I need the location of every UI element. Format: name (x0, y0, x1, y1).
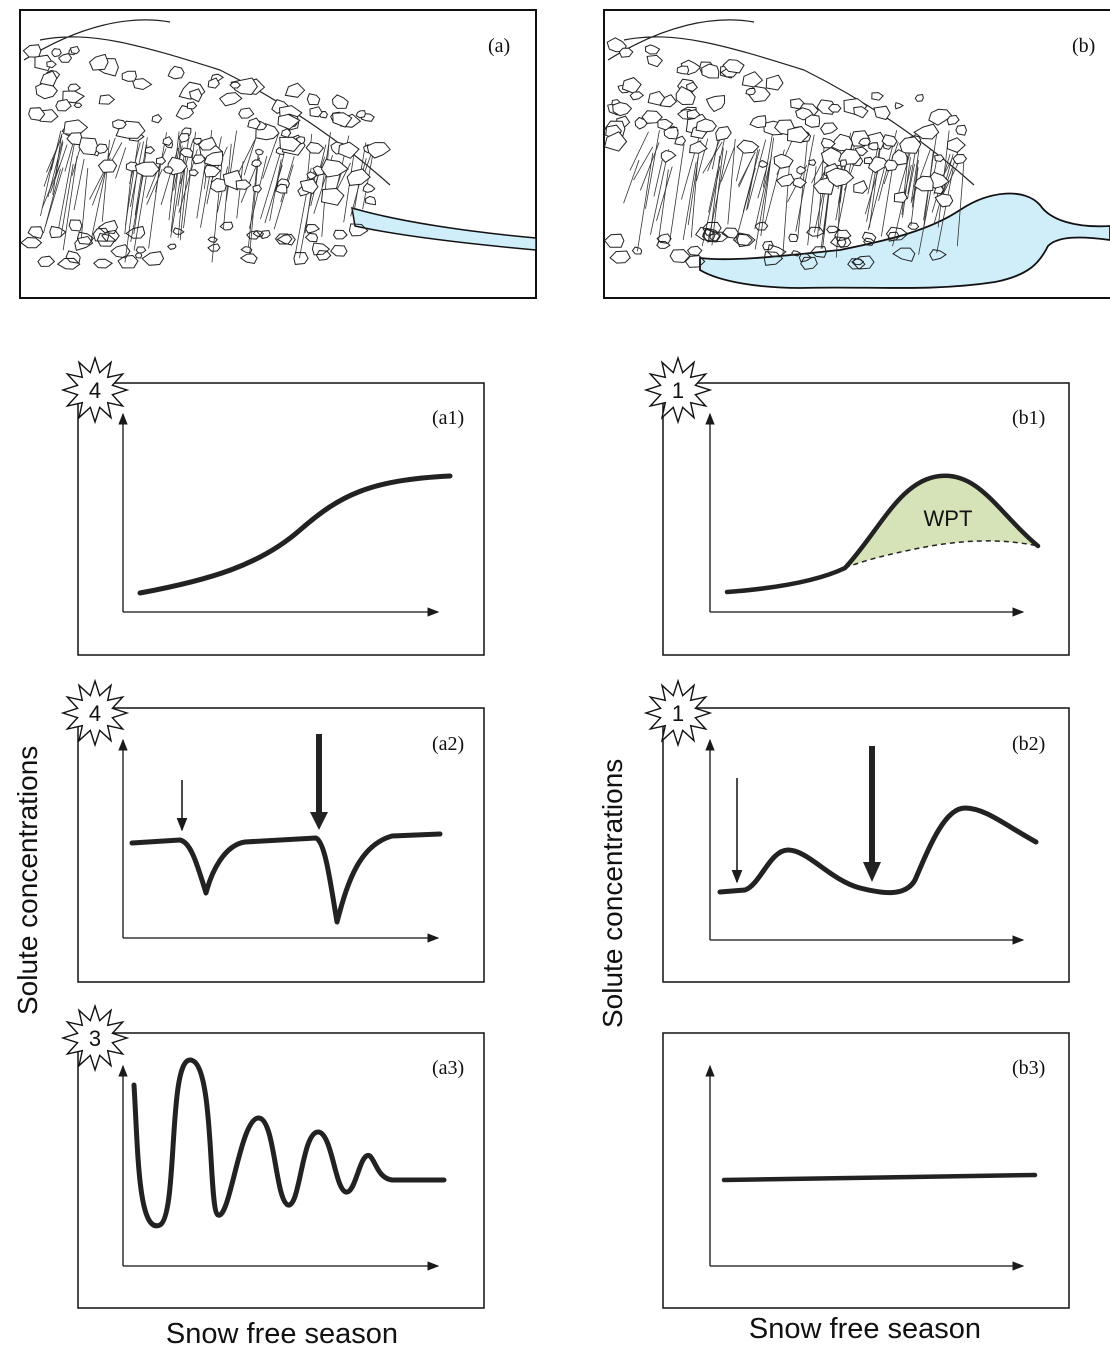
panel-b-label: (b) (1072, 35, 1095, 57)
graph-a1-label: (a1) (432, 407, 464, 429)
graph-a1: (a1) 4 (60, 355, 485, 656)
graph-a3-label: (a3) (432, 1057, 464, 1079)
curve-a1 (137, 473, 453, 596)
curve-a2 (129, 831, 443, 925)
talus-slope-a (20, 19, 391, 270)
curve-b1 (724, 473, 1041, 595)
badge-a3-number: 3 (89, 1026, 101, 1051)
burst-badge-a3: 3 (60, 1003, 130, 1073)
badge-a1-number: 4 (89, 378, 101, 403)
badge-a2-number: 4 (89, 701, 101, 726)
panel-b-illustration: (b) (603, 9, 1110, 299)
graph-b2: (b2) 1 (643, 678, 1070, 983)
badge-b1-number: 1 (672, 378, 684, 403)
wpt-label: WPT (924, 506, 973, 531)
panel-a-label: (a) (488, 35, 510, 57)
panel-a-illustration: (a) (19, 9, 537, 299)
left-xlabel: Snow free season (166, 1318, 398, 1350)
graph-a2-label: (a2) (432, 733, 464, 755)
graph-b1: WPT (b1) 1 (643, 355, 1070, 656)
badge-b2-number: 1 (672, 701, 684, 726)
graph-a3: (a3) 3 (60, 1003, 485, 1309)
graph-b3-label: (b3) (1012, 1057, 1045, 1079)
graph-a2: (a2) 4 (60, 678, 485, 983)
graph-b3: (b3) (662, 1032, 1070, 1309)
curve-a3 (131, 1057, 447, 1229)
graph-b2-label: (b2) (1012, 733, 1045, 755)
left-ylabel: Solute concentrations (12, 746, 43, 1015)
right-xlabel: Snow free season (749, 1313, 981, 1345)
talus-slope-b (603, 19, 975, 270)
right-ylabel: Solute concentrations (597, 759, 628, 1028)
graph-b1-label: (b1) (1012, 407, 1045, 429)
stream-water-a (351, 206, 537, 251)
curve-b2 (717, 805, 1039, 896)
burst-badge-b2: 1 (643, 678, 713, 748)
burst-badge-a2: 4 (60, 678, 130, 748)
burst-badge-b1: 1 (643, 355, 713, 425)
burst-badge-a1: 4 (60, 355, 130, 425)
baseline-dashed-b1 (844, 540, 1039, 569)
curve-b3 (721, 1172, 1038, 1183)
